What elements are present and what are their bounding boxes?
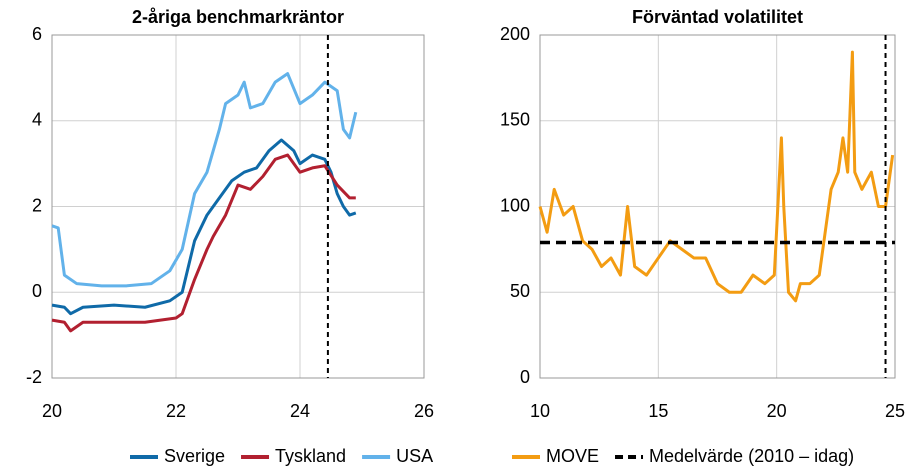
x-tick-label: 25 xyxy=(885,401,905,421)
x-tick-label: 20 xyxy=(767,401,787,421)
series-line xyxy=(538,50,895,303)
plot-frame xyxy=(51,34,425,379)
y-tick-label: 2 xyxy=(32,195,42,215)
x-tick-label: 10 xyxy=(530,401,550,421)
legend-label: MOVE xyxy=(546,446,599,466)
series-line xyxy=(51,153,356,333)
y-tick-label: 100 xyxy=(500,195,530,215)
y-tick-label: 200 xyxy=(500,24,530,44)
x-tick-label: 26 xyxy=(414,401,434,421)
x-tick-label: 24 xyxy=(290,401,310,421)
y-tick-label: 6 xyxy=(32,24,42,44)
x-tick-label: 15 xyxy=(648,401,668,421)
chart-title: 2-åriga benchmarkräntor xyxy=(132,7,344,27)
legend-label: Sverige xyxy=(164,446,225,466)
x-tick-label: 20 xyxy=(42,401,62,421)
chart-title: Förväntad volatilitet xyxy=(632,7,803,27)
y-tick-label: 0 xyxy=(32,281,42,301)
legend-label: Tyskland xyxy=(275,446,346,466)
legend-label: USA xyxy=(396,446,433,466)
series-line xyxy=(51,72,358,288)
y-tick-label: 150 xyxy=(500,110,530,130)
y-tick-label: 0 xyxy=(520,367,530,387)
legend-label: Medelvärde (2010 – idag) xyxy=(649,446,854,466)
y-tick-label: 50 xyxy=(510,281,530,301)
y-tick-label: 4 xyxy=(32,110,42,130)
series-line xyxy=(51,138,357,316)
x-tick-label: 22 xyxy=(166,401,186,421)
y-tick-label: -2 xyxy=(26,367,42,387)
